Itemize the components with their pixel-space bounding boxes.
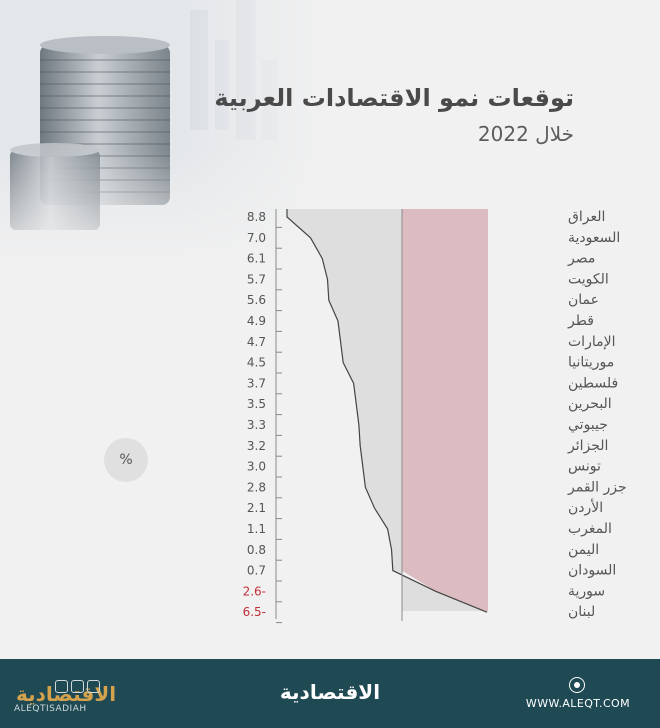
value-label: 1.1 [247,522,266,536]
country-label: موريتانيا [568,355,614,371]
growth-line [286,209,488,613]
value-label: 3.5 [247,397,266,411]
country-label: العراق [568,209,605,225]
value-label: 5.7 [247,272,266,286]
country-label: قطر [567,313,594,329]
value-label: 0.7 [247,564,266,578]
value-label: 4.5 [247,356,266,370]
country-label: الإمارات [568,334,615,350]
website-link[interactable]: WWW.ALEQT.COM [525,697,630,710]
value-label: 3.2 [247,439,266,453]
negative-zone-area [402,209,488,613]
unit-badge: % [104,438,148,482]
value-label: 4.7 [247,335,266,349]
value-labels: 8.8 7.0 6.1 5.7 5.6 4.9 4.7 4.5 3.7 3.5 3.3 3.2 3.0 2… [243,210,266,619]
country-label: السودان [568,563,616,579]
country-label: سورية [568,583,605,599]
country-label: اليمن [568,542,599,558]
country-label: تونس [568,459,601,475]
brand-logo-left-sub: ALEQTISADIAH [14,704,87,714]
page-title: توقعات نمو الاقتصادات العربية [214,84,574,112]
country-label: لبنان [568,604,595,620]
page-subtitle: خلال 2022 [477,122,574,146]
facebook-icon[interactable] [71,680,84,693]
brand-logo-center: الاقتصادية [279,680,381,704]
value-label: 0.8 [247,543,266,557]
value-label: 2.1 [247,501,266,515]
country-label: الجزائر [567,438,608,454]
value-ticks [276,226,282,624]
country-label: جيبوتي [568,417,608,433]
growth-chart: 8.8 7.0 6.1 5.7 5.6 4.9 4.7 4.5 3.7 3.5 3.3 3.2 3.0 2… [243,209,627,624]
value-label: 7.0 [247,231,266,245]
value-label: 4.9 [247,314,266,328]
country-label: جزر القمر [567,479,627,495]
value-label: 8.8 [247,210,266,224]
country-labels: العراق السعودية مصر الكويت عمان قطر الإمارات مو… [567,209,627,620]
country-label: مصر [567,251,595,267]
country-label: عمان [568,292,599,308]
growth-area [287,209,487,613]
country-label: الكويت [568,271,609,287]
value-label: 2.6- [243,584,266,598]
country-label: المغرب [568,521,612,537]
value-label: 2.8 [247,480,266,494]
value-label: 6.5- [243,605,266,619]
country-label: البحرين [568,396,612,412]
value-label: 5.6 [247,293,266,307]
country-label: الأردن [568,498,603,516]
website-icon [569,677,585,693]
value-label: 3.0 [247,460,266,474]
country-label: فلسطين [568,375,618,391]
footer-bar [0,659,660,728]
country-label: السعودية [568,230,620,246]
instagram-icon[interactable] [55,680,68,693]
value-label: 3.3 [247,418,266,432]
twitter-icon[interactable] [87,680,100,693]
value-label: 3.7 [247,376,266,390]
coins-illustration [0,0,330,270]
value-label: 6.1 [247,252,266,266]
